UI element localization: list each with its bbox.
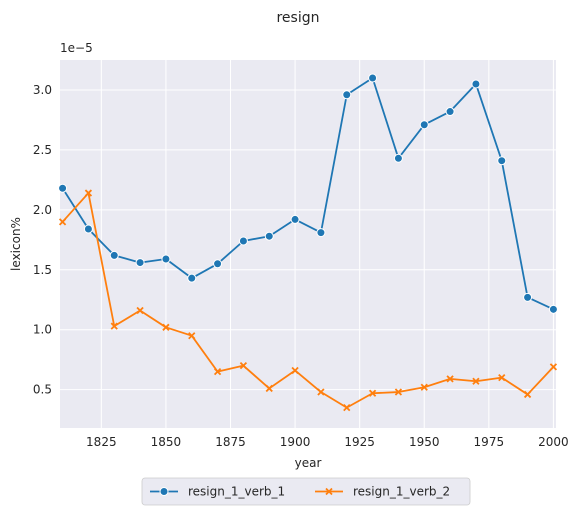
y-tick-label: 2.0 [33,203,52,217]
x-axis-ticks: 1825 1850 1875 1900 1925 1950 1975 2000 [86,435,569,449]
data-point [58,183,68,193]
data-point [238,236,248,246]
data-point [471,79,481,89]
data-point [136,306,144,315]
legend-label-1: resign_1_verb_1 [188,485,285,499]
data-point [420,383,428,391]
x-tick-label: 2000 [538,435,569,449]
data-point [187,273,197,283]
data-point [213,368,222,376]
y-tick-label: 2.5 [33,143,52,157]
data-point [135,258,145,268]
data-point [342,90,352,100]
data-point [497,156,507,166]
x-tick-label: 1875 [215,435,246,449]
data-point [188,332,196,340]
x-tick-label: 1825 [86,435,117,449]
data-point [368,389,377,397]
x-axis-label: year [295,456,322,470]
y-tick-label: 1.5 [33,263,52,277]
series-markers-2 [58,189,558,412]
legend-box [141,477,471,506]
series-line-2 [61,192,555,409]
plot-area [60,60,556,428]
series-markers [58,73,558,412]
data-point [161,254,171,264]
x-tick-label: 1975 [474,435,505,449]
legend: resign_1_verb_1 resign_1_verb_2 [141,477,471,506]
y-tick-label: 0.5 [33,383,52,397]
x-tick-label: 1900 [280,435,311,449]
data-point [291,366,299,375]
data-point [239,362,248,370]
data-point [162,323,170,331]
chart-title: resign [276,10,319,26]
x-tick-label: 1850 [151,435,182,449]
y-tick-label: 1.0 [33,323,52,337]
data-point [290,214,300,224]
data-point [110,322,118,330]
y-axis-offset-label: 1e−5 [60,41,93,55]
y-tick-label: 3.0 [33,83,52,97]
data-point [523,292,533,302]
data-point [265,384,273,393]
data-point [316,228,326,238]
data-point [393,153,403,163]
legend-label-2: resign_1_verb_2 [353,485,450,499]
data-point [325,487,333,496]
data-point [419,120,429,130]
data-point [368,73,378,83]
data-point [523,390,532,399]
x-tick-label: 1925 [344,435,375,449]
data-point [498,374,506,382]
data-point [343,403,351,412]
data-point [84,189,93,197]
data-point [549,363,558,371]
data-point [394,388,403,396]
data-point [472,377,480,385]
x-tick-label: 1950 [409,435,440,449]
y-axis-label: lexicon% [9,217,23,271]
data-point [264,231,274,241]
data-point [213,259,223,269]
data-point [446,375,454,383]
y-axis-ticks: 0.5 1.0 1.5 2.0 2.5 3.0 [33,83,52,397]
data-point [159,487,169,496]
data-point [445,107,455,117]
data-point [109,250,119,260]
data-point [58,218,67,226]
data-point [83,224,93,234]
data-point [317,388,325,396]
series-markers-1 [58,73,558,314]
data-point [548,304,558,314]
